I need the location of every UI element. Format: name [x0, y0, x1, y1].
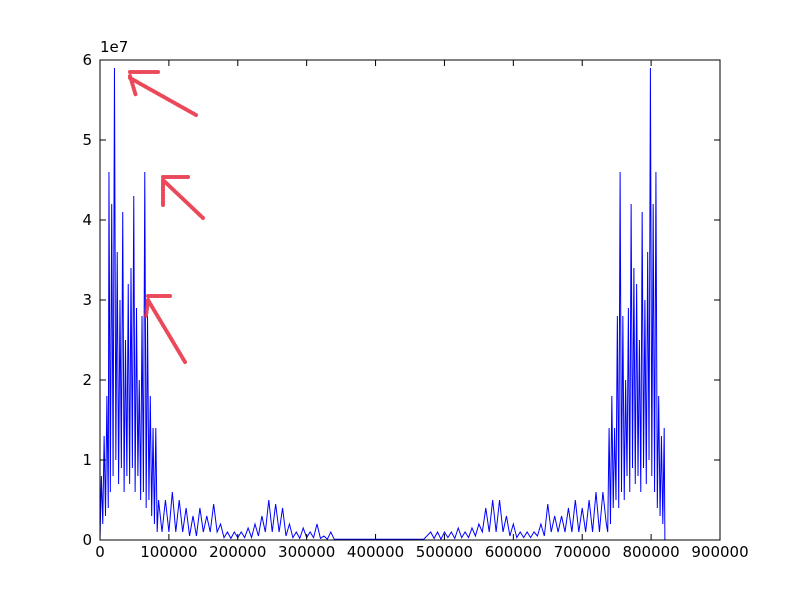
x-tick-label: 500000 [416, 543, 473, 561]
y-tick-label: 3 [82, 291, 92, 309]
y-offset-label: 1e7 [100, 38, 128, 56]
y-tick-label: 1 [82, 451, 92, 469]
x-tick-label: 600000 [485, 543, 542, 561]
arrow [144, 294, 187, 364]
x-tick-label: 800000 [622, 543, 679, 561]
y-tick-label: 2 [82, 371, 92, 389]
x-tick-label: 700000 [554, 543, 611, 561]
y-tick-label: 6 [82, 51, 92, 69]
arrow [128, 70, 198, 117]
x-tick-label: 900000 [691, 543, 748, 561]
annotation-arrows [128, 70, 205, 364]
arrow [161, 175, 205, 220]
y-tick-label: 0 [82, 531, 92, 549]
y-tick-label: 5 [82, 131, 92, 149]
x-tick-label: 200000 [209, 543, 266, 561]
x-tick-label: 400000 [347, 543, 404, 561]
x-tick-label: 300000 [278, 543, 335, 561]
x-tick-label: 0 [95, 543, 105, 561]
y-tick-label: 4 [82, 211, 92, 229]
x-tick-label: 100000 [140, 543, 197, 561]
